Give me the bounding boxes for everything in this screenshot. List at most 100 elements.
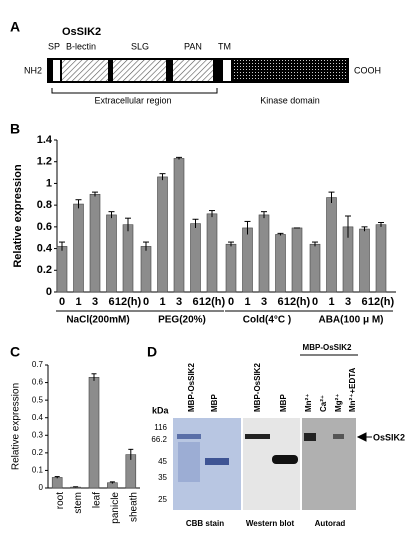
- y-tick-label: 0.7: [32, 360, 44, 369]
- x-tick-label: 0: [312, 296, 318, 308]
- panel-letter: A: [10, 19, 20, 35]
- x-tick-label: 3: [261, 296, 267, 308]
- x-tick-label: panicle: [110, 492, 121, 524]
- lane-label: MBP: [279, 394, 288, 412]
- x-tick-label: leaf: [92, 492, 103, 508]
- x-tick-label: stem: [73, 492, 84, 514]
- region-label: Kinase domain: [260, 95, 320, 105]
- group-label: NaCl(200mM): [66, 315, 129, 326]
- band: [205, 458, 229, 465]
- x-tick-label: 12(h): [199, 296, 226, 308]
- bar: [190, 223, 201, 293]
- x-tick-label: 1: [75, 296, 81, 308]
- x-tick-label: 3: [345, 296, 351, 308]
- domain-label: B-lectin: [66, 41, 96, 51]
- x-tick-label: 6: [361, 296, 367, 308]
- marker-label: 66.2: [151, 435, 167, 444]
- n-terminus: NH2: [24, 65, 42, 75]
- x-tick-label: 12(h): [368, 296, 395, 308]
- lane-label: Mn²⁺+EDTA: [348, 367, 357, 412]
- slg-domain: [113, 60, 166, 81]
- caption: Western blot: [246, 519, 295, 528]
- band: [177, 434, 201, 439]
- bar: [106, 214, 117, 293]
- y-tick-label: 1.2: [37, 156, 52, 168]
- x-tick-label: sheath: [128, 492, 139, 522]
- sp-domain: [53, 60, 60, 81]
- y-tick-label: 1: [46, 177, 52, 189]
- bar: [375, 224, 387, 293]
- domain-label: SLG: [131, 41, 149, 51]
- bar: [89, 193, 101, 293]
- x-tick-label: 0: [143, 296, 149, 308]
- pan-domain: [173, 60, 213, 81]
- bar: [51, 477, 63, 489]
- y-tick-label: 0.2: [32, 448, 44, 457]
- bar: [157, 176, 168, 293]
- x-tick-label: 12(h): [115, 296, 142, 308]
- bar: [140, 246, 152, 293]
- x-tick-label: 1: [328, 296, 334, 308]
- x-tick-label: 3: [176, 296, 182, 308]
- bar: [122, 224, 134, 293]
- domain-label: TM: [218, 41, 231, 51]
- y-tick-label: 0.6: [32, 378, 44, 387]
- bracket: [51, 88, 218, 94]
- y-tick-label: 0.3: [32, 430, 44, 439]
- x-tick-label: 6: [192, 296, 198, 308]
- caption: Autorad: [315, 519, 346, 528]
- bar: [242, 227, 253, 293]
- tm-domain: [223, 60, 231, 81]
- bar: [291, 227, 303, 293]
- bar: [173, 158, 185, 293]
- bar: [56, 246, 68, 293]
- panel-a: A OsSIK2 SP B-lectin SLG PAN TM NH2 COOH…: [10, 19, 381, 106]
- panel-letter: C: [10, 344, 20, 360]
- lane-labels: MBP-OsSIK2 MBP MBP-OsSIK2 MBP Mn²⁺ Ca²⁺ Mg²⁺ Mn…: [187, 363, 357, 412]
- y-tick-label: 0.1: [32, 466, 44, 475]
- bar: [309, 243, 321, 293]
- c-terminus: COOH: [354, 65, 381, 75]
- x-tick-label: 1: [159, 296, 165, 308]
- y-tick-label: 0.4: [37, 242, 53, 254]
- panel-letter: B: [10, 121, 20, 137]
- marker-label: 45: [158, 457, 167, 466]
- bar: [206, 213, 218, 293]
- marker-label: 116: [154, 423, 167, 432]
- x-tick-label: 3: [92, 296, 98, 308]
- group-label: ABA(100 μ M): [318, 315, 383, 326]
- x-tick-label: 12(h): [284, 296, 311, 308]
- bar: [326, 197, 337, 293]
- unit-label: kDa: [152, 405, 170, 415]
- band: [272, 455, 298, 464]
- bar: [258, 214, 270, 293]
- y-tick-label: 0.2: [37, 264, 52, 276]
- y-tick-label: 0: [39, 483, 44, 492]
- y-tick-label: 1.4: [37, 134, 53, 146]
- panel-letter: D: [147, 344, 157, 360]
- band: [245, 434, 270, 439]
- marker-label: 35: [158, 473, 167, 482]
- panel-d: D kDa 116 66.2 45 35 25 MBP-OsSIK2 MBP-O…: [147, 343, 405, 528]
- arrow: [356, 432, 372, 442]
- x-tick-label: root: [55, 492, 66, 509]
- x-tick-label: 0: [228, 296, 234, 308]
- bar: [73, 203, 84, 293]
- band: [304, 433, 316, 441]
- region-label: Extracellular region: [94, 95, 171, 105]
- kinase-domain: [234, 60, 346, 81]
- lane-label: Mn²⁺: [304, 394, 313, 412]
- caption: CBB stain: [186, 519, 224, 528]
- bar: [359, 228, 370, 293]
- domain-label: SP: [48, 41, 60, 51]
- bar: [225, 243, 237, 293]
- lane-header: MBP-OsSIK2: [303, 343, 352, 352]
- bar: [275, 234, 286, 293]
- marker-label: 25: [158, 495, 167, 504]
- lane-label: MBP-OsSIK2: [253, 363, 262, 412]
- y-tick-label: 0: [46, 286, 52, 298]
- band: [333, 434, 344, 439]
- x-tick-label: 1: [244, 296, 250, 308]
- x-tick-label: 6: [108, 296, 114, 308]
